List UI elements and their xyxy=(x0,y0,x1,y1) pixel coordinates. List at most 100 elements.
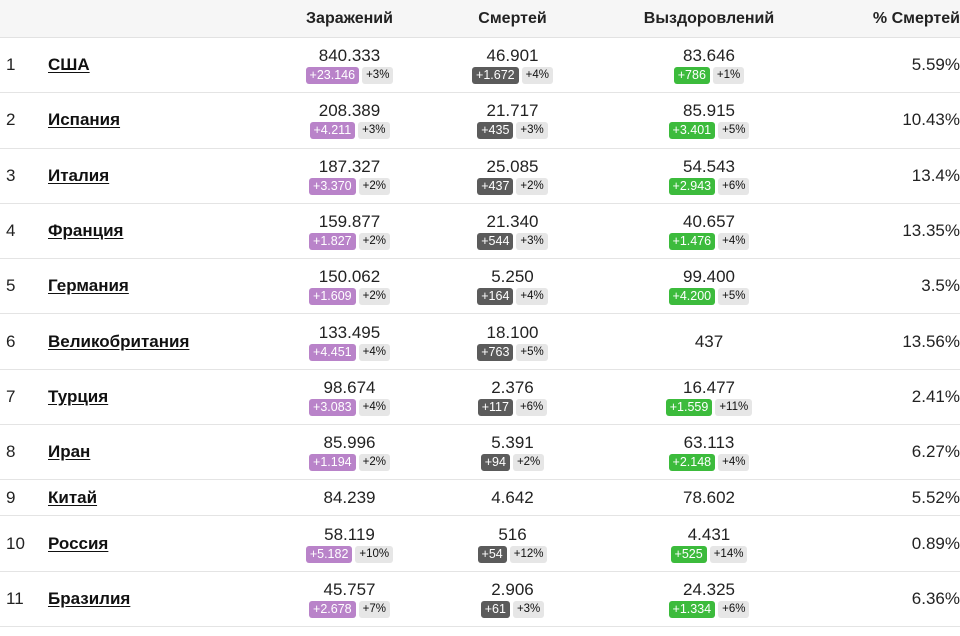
recovered-value: 63.113 xyxy=(683,433,735,453)
cases-new-badge: +1.827 xyxy=(309,233,356,251)
deaths-pct-badge: +4% xyxy=(516,288,548,306)
country-link[interactable]: Германия xyxy=(48,276,129,296)
cases-value: 85.996 xyxy=(323,433,376,453)
cases-pct-badge: +3% xyxy=(358,122,390,140)
death-rate-cell: 10.43% xyxy=(902,110,960,130)
header-recovered[interactable]: Выздоровлений xyxy=(643,9,775,27)
recovered-new-badge: +1.559 xyxy=(665,398,713,416)
recovered-badges: +1.559 +11% xyxy=(584,398,834,416)
country-link[interactable]: Бразилия xyxy=(48,588,131,608)
cases-value: 208.389 xyxy=(318,101,381,121)
table-row: 5 Германия 150.062 +1.609 +2% 5.250 +164 +4% 99.… xyxy=(0,259,960,315)
recovered-badges: +4.200 +5% xyxy=(584,288,834,306)
deaths-badges: +94 +2% xyxy=(441,454,584,472)
recovered-value: 83.646 xyxy=(683,46,735,66)
country-cell: Бразилия xyxy=(48,589,258,609)
cases-pct-badge: +2% xyxy=(358,454,390,472)
rank-cell: 5 xyxy=(6,276,16,296)
deaths-value: 2.376 xyxy=(491,377,534,397)
cases-new-badge: +1.194 xyxy=(309,454,356,472)
deaths-cell: 21.717 +435 +3% xyxy=(441,101,584,140)
recovered-badges: +1.334 +6% xyxy=(584,600,834,618)
recovered-badges: +525 +14% xyxy=(584,545,834,563)
rank-cell: 4 xyxy=(6,221,16,241)
recovered-value: 78.602 xyxy=(683,487,735,507)
country-link[interactable]: Россия xyxy=(48,533,109,553)
deaths-cell: 46.901 +1.672 +4% xyxy=(441,46,584,85)
country-link[interactable]: США xyxy=(48,55,90,75)
cases-badges: +3.370 +2% xyxy=(258,177,441,195)
death-rate-cell: 0.89% xyxy=(911,533,960,553)
country-link[interactable]: Италия xyxy=(48,165,110,185)
header-cases[interactable]: Заражений xyxy=(306,9,393,27)
table-row: 1 США 840.333 +23.146 +3% 46.901 +1.672 +4% 83.6… xyxy=(0,38,960,94)
recovered-cell: 99.400 +4.200 +5% xyxy=(584,267,834,306)
recovered-pct-badge: +5% xyxy=(718,288,750,306)
recovered-new-badge: +1.476 xyxy=(668,233,716,251)
cases-new-badge: +4.211 xyxy=(309,122,356,140)
table-row: 10 Россия 58.119 +5.182 +10% 516 +54 +12% 4.431 +… xyxy=(0,516,960,572)
deaths-cell: 2.376 +117 +6% xyxy=(441,378,584,416)
cases-value: 150.062 xyxy=(318,267,381,287)
cases-badges: +3.083 +4% xyxy=(258,398,441,416)
country-link[interactable]: Испания xyxy=(48,110,121,130)
recovered-pct-badge: +5% xyxy=(718,122,750,140)
recovered-pct-badge: +1% xyxy=(712,67,745,85)
deaths-new-badge: +763 xyxy=(477,343,514,361)
deaths-pct-badge: +3% xyxy=(516,233,548,251)
recovered-badges: +2.148 +4% xyxy=(584,454,834,472)
country-link[interactable]: Великобритания xyxy=(48,331,190,351)
deaths-badges: +117 +6% xyxy=(441,398,584,416)
table-row: 8 Иран 85.996 +1.194 +2% 5.391 +94 +2% 63.113 +2.… xyxy=(0,425,960,481)
deaths-badges: +544 +3% xyxy=(441,233,584,251)
cases-value: 45.757 xyxy=(323,579,376,599)
recovered-pct-badge: +11% xyxy=(715,398,753,416)
death-rate-cell: 5.59% xyxy=(911,55,960,75)
cases-cell: 84.239 xyxy=(258,488,441,508)
recovered-value: 54.543 xyxy=(683,156,735,176)
header-death-rate[interactable]: % Смертей xyxy=(872,9,960,27)
cases-pct-badge: +4% xyxy=(358,343,390,361)
deaths-new-badge: +94 xyxy=(480,454,510,472)
cases-pct-badge: +10% xyxy=(355,545,394,563)
recovered-pct-badge: +14% xyxy=(709,545,748,563)
deaths-pct-badge: +3% xyxy=(516,122,548,140)
cases-cell: 133.495 +4.451 +4% xyxy=(258,323,441,361)
table-body: 1 США 840.333 +23.146 +3% 46.901 +1.672 +4% 83.6… xyxy=(0,38,960,627)
rank-cell: 11 xyxy=(6,588,24,608)
deaths-value: 5.250 xyxy=(491,267,534,287)
deaths-value: 4.642 xyxy=(491,487,534,507)
cases-cell: 208.389 +4.211 +3% xyxy=(258,101,441,140)
cases-value: 58.119 xyxy=(324,524,375,544)
deaths-badges: +435 +3% xyxy=(441,122,584,140)
header-deaths[interactable]: Смертей xyxy=(478,9,547,27)
deaths-badges: +1.672 +4% xyxy=(441,67,584,85)
death-rate-cell: 3.5% xyxy=(921,276,960,296)
deaths-pct-badge: +5% xyxy=(516,343,548,361)
country-cell: Китай xyxy=(48,488,258,508)
table-row: 4 Франция 159.877 +1.827 +2% 21.340 +544 +3% 40.… xyxy=(0,204,960,260)
rank-cell: 6 xyxy=(6,331,16,351)
deaths-new-badge: +117 xyxy=(477,398,513,416)
deaths-cell: 2.906 +61 +3% xyxy=(441,580,584,618)
cases-value: 159.877 xyxy=(318,212,381,232)
recovered-cell: 78.602 xyxy=(584,488,834,508)
recovered-new-badge: +1.334 xyxy=(668,600,716,618)
deaths-cell: 25.085 +437 +2% xyxy=(441,157,584,195)
recovered-badges: +2.943 +6% xyxy=(584,177,834,195)
deaths-value: 18.100 xyxy=(486,322,539,342)
cases-new-badge: +23.146 xyxy=(305,67,360,85)
country-link[interactable]: Турция xyxy=(48,386,109,406)
country-cell: Великобритания xyxy=(48,332,258,352)
rank-cell: 10 xyxy=(6,533,25,553)
rank-cell: 3 xyxy=(6,165,16,185)
country-link[interactable]: Франция xyxy=(48,221,124,241)
cases-pct-badge: +3% xyxy=(362,67,394,85)
deaths-cell: 516 +54 +12% xyxy=(441,525,584,563)
deaths-value: 46.901 xyxy=(486,46,539,66)
country-link[interactable]: Иран xyxy=(48,442,91,462)
cases-value: 840.333 xyxy=(318,46,381,66)
cases-new-badge: +2.678 xyxy=(309,600,356,618)
country-link[interactable]: Китай xyxy=(48,487,98,507)
deaths-value: 21.717 xyxy=(486,101,539,121)
